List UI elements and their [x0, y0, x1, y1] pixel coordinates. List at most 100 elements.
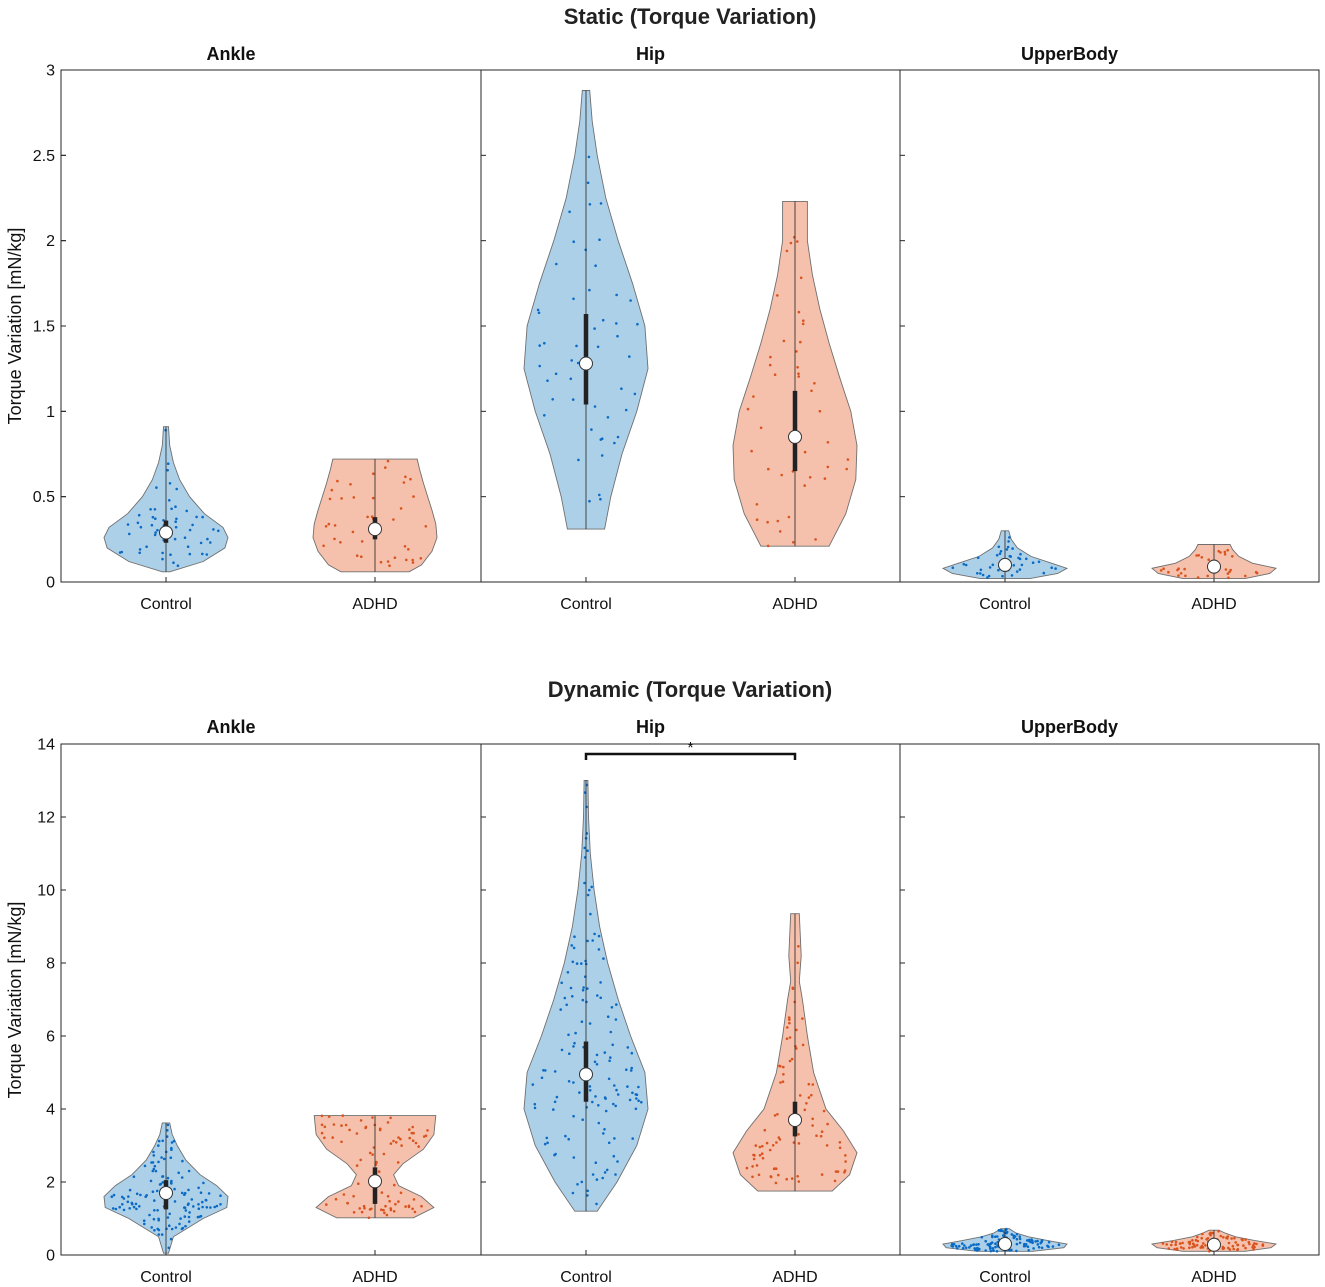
data-point [956, 1247, 959, 1250]
data-point [404, 475, 407, 479]
data-point [1206, 574, 1209, 578]
data-point [1191, 1242, 1195, 1245]
data-point [325, 1203, 328, 1206]
data-point [986, 576, 989, 579]
median-marker [788, 429, 802, 444]
data-point [601, 318, 605, 322]
data-point [838, 1141, 842, 1144]
data-point [153, 1199, 156, 1202]
data-point [368, 1151, 372, 1155]
data-point [594, 1161, 598, 1164]
panel-upperbody: UpperBody Control ADHD [899, 44, 1320, 613]
data-point [785, 249, 789, 253]
data-point [1019, 552, 1022, 556]
data-point [771, 1144, 775, 1147]
data-point [779, 1081, 782, 1084]
data-point [778, 1064, 781, 1068]
data-point [121, 1203, 124, 1206]
data-point [573, 935, 576, 938]
data-point [174, 505, 177, 509]
data-point [577, 458, 580, 462]
data-point [1010, 1233, 1014, 1236]
data-point [605, 1168, 609, 1172]
data-point [607, 1141, 611, 1145]
data-point [614, 1173, 617, 1176]
data-point [994, 1245, 997, 1249]
data-point [792, 541, 795, 544]
data-point [1205, 1238, 1208, 1241]
data-point [187, 1220, 191, 1223]
data-point [169, 1237, 173, 1241]
y-tick-label: 2 [46, 1175, 55, 1192]
violin-adhd: ADHD [732, 200, 858, 613]
data-point [820, 1173, 824, 1176]
data-point [1006, 545, 1010, 549]
data-point [392, 1139, 395, 1143]
data-point [330, 488, 334, 492]
data-point [181, 1226, 185, 1230]
data-point [797, 945, 800, 948]
data-point [838, 1146, 842, 1150]
data-point [582, 986, 585, 989]
data-point [1244, 1238, 1247, 1241]
data-point [609, 1030, 613, 1034]
data-point [173, 1187, 176, 1191]
median-marker [159, 525, 173, 540]
data-point [588, 888, 591, 892]
data-point [150, 523, 154, 527]
data-point [567, 1080, 571, 1083]
data-point [177, 1171, 180, 1175]
data-point [1017, 556, 1020, 560]
data-point [201, 552, 204, 556]
data-point [1208, 1250, 1211, 1253]
data-point [601, 1176, 604, 1180]
data-point [419, 557, 423, 560]
data-point [758, 1154, 762, 1157]
data-point [155, 486, 158, 489]
data-point [798, 1094, 802, 1097]
data-point [112, 1193, 116, 1197]
data-point [126, 523, 130, 526]
data-point [414, 1141, 418, 1145]
data-point [630, 1066, 633, 1070]
data-point [769, 1175, 773, 1179]
data-point [188, 552, 192, 556]
data-point [1223, 550, 1227, 554]
data-point [988, 566, 992, 569]
data-point [595, 1202, 598, 1206]
data-point [173, 1200, 177, 1203]
data-point [389, 1208, 393, 1212]
data-point [604, 1109, 608, 1113]
significance-star: * [687, 740, 693, 757]
data-point [336, 479, 339, 483]
violin-adhd: ADHD [312, 458, 438, 613]
violin-adhd: ADHD [732, 913, 858, 1286]
x-tick-label: Control [140, 1269, 192, 1286]
data-point [355, 1164, 359, 1167]
data-point [595, 1053, 599, 1057]
data-point [1224, 568, 1228, 571]
data-point [612, 1102, 615, 1106]
median-marker [1207, 1237, 1221, 1252]
data-point [161, 1181, 164, 1184]
data-point [188, 528, 192, 532]
data-point [1197, 554, 1200, 557]
data-point [184, 1224, 187, 1228]
data-point [1254, 570, 1258, 574]
data-point [1221, 1245, 1225, 1249]
data-point [1177, 574, 1180, 577]
median-marker [159, 1185, 173, 1200]
data-point [962, 562, 966, 566]
data-point [1227, 1241, 1231, 1245]
data-point [322, 544, 325, 548]
data-point [572, 946, 576, 950]
data-point [572, 1114, 575, 1118]
data-point [629, 1069, 633, 1072]
x-tick-label: ADHD [352, 1269, 397, 1286]
data-point [755, 518, 759, 521]
data-point [1201, 1246, 1205, 1249]
data-point [1025, 557, 1028, 561]
data-point [595, 1178, 599, 1181]
data-point [1010, 574, 1014, 577]
data-point [197, 1186, 200, 1190]
